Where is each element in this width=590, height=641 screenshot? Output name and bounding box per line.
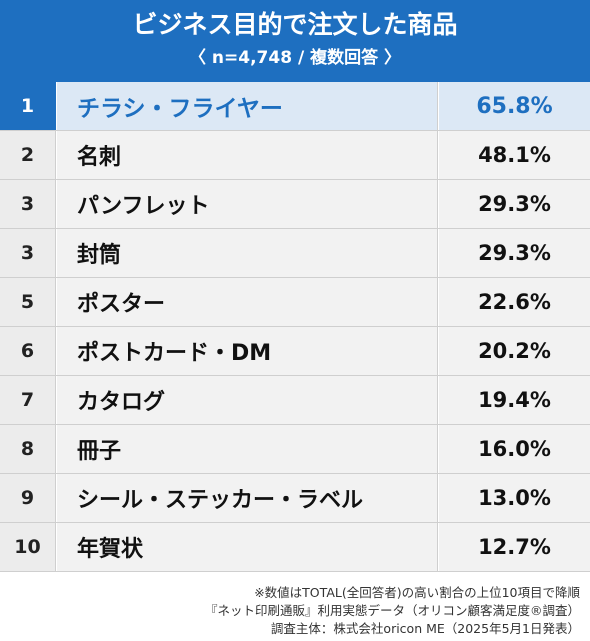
chart-header: ビジネス目的で注文した商品 〈 n=4,748 / 複数回答 〉 — [0, 0, 590, 82]
rank-cell: 5 — [0, 278, 56, 326]
item-cell: チラシ・フライヤー — [57, 82, 438, 130]
table-row: 5 ポスター 22.6% — [0, 278, 590, 327]
footnote-line: 『ネット印刷通販』利用実態データ（オリコン顧客満足度®調査） — [204, 603, 580, 618]
rank-cell: 1 — [0, 82, 56, 130]
rank-cell: 9 — [0, 474, 56, 522]
item-cell: ポストカード・DM — [57, 327, 438, 375]
percentage-cell: 29.3% — [439, 180, 590, 228]
rank-cell: 2 — [0, 131, 56, 179]
rank-cell: 10 — [0, 523, 56, 571]
footnotes: ※数値はTOTAL(全回答者)の高い割合の上位10項目で降順 『ネット印刷通販』… — [20, 584, 580, 638]
percentage-cell: 48.1% — [439, 131, 590, 179]
table-row: 3 封筒 29.3% — [0, 229, 590, 278]
chart-title: ビジネス目的で注文した商品 — [132, 10, 458, 39]
percentage-cell: 20.2% — [439, 327, 590, 375]
table-row: 2 名刺 48.1% — [0, 131, 590, 180]
item-cell: 封筒 — [57, 229, 438, 277]
item-cell: 名刺 — [57, 131, 438, 179]
percentage-cell: 29.3% — [439, 229, 590, 277]
item-cell: 冊子 — [57, 425, 438, 473]
table-row: 7 カタログ 19.4% — [0, 376, 590, 425]
rank-cell: 8 — [0, 425, 56, 473]
percentage-cell: 16.0% — [439, 425, 590, 473]
ranking-table: 1 チラシ・フライヤー 65.8% 2 名刺 48.1% 3 パンフレット 29.3% 3 封筒 29… — [0, 82, 590, 572]
table-row: 1 チラシ・フライヤー 65.8% — [0, 82, 590, 131]
percentage-cell: 12.7% — [439, 523, 590, 571]
table-row: 9 シール・ステッカー・ラベル 13.0% — [0, 474, 590, 523]
percentage-cell: 19.4% — [439, 376, 590, 424]
rank-cell: 7 — [0, 376, 56, 424]
percentage-cell: 13.0% — [439, 474, 590, 522]
rank-cell: 6 — [0, 327, 56, 375]
footnote-line: 調査主体：株式会社oricon ME（2025年5月1日発表） — [270, 621, 580, 636]
table-row: 8 冊子 16.0% — [0, 425, 590, 474]
table-row: 3 パンフレット 29.3% — [0, 180, 590, 229]
item-cell: カタログ — [57, 376, 438, 424]
item-cell: 年賀状 — [57, 523, 438, 571]
percentage-cell: 22.6% — [439, 278, 590, 326]
rank-cell: 3 — [0, 180, 56, 228]
item-cell: パンフレット — [57, 180, 438, 228]
item-cell: シール・ステッカー・ラベル — [57, 474, 438, 522]
percentage-cell: 65.8% — [439, 82, 590, 130]
table-row: 10 年賀状 12.7% — [0, 523, 590, 572]
rank-cell: 3 — [0, 229, 56, 277]
footnote-line: ※数値はTOTAL(全回答者)の高い割合の上位10項目で降順 — [254, 585, 580, 600]
table-row: 6 ポストカード・DM 20.2% — [0, 327, 590, 376]
item-cell: ポスター — [57, 278, 438, 326]
chart-subtitle: 〈 n=4,748 / 複数回答 〉 — [188, 48, 401, 68]
